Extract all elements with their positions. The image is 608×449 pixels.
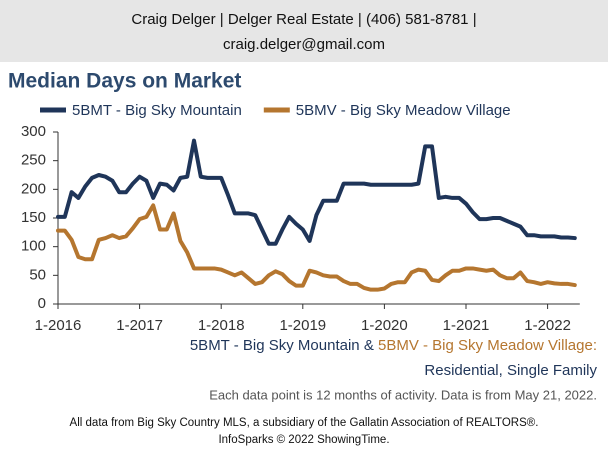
x-tick-label: 1-2017 bbox=[116, 317, 163, 334]
subtitle-line: Residential, Single Family bbox=[424, 362, 597, 379]
y-tick-label: 50 bbox=[29, 266, 46, 283]
y-tick-label: 200 bbox=[21, 180, 46, 197]
y-tick-label: 0 bbox=[38, 295, 46, 312]
legend-label: 5BMV - Big Sky Meadow Village bbox=[296, 102, 511, 119]
legend-label: 5BMT - Big Sky Mountain bbox=[72, 102, 242, 119]
footer-line: All data from Big Sky Country MLS, a sub… bbox=[70, 417, 539, 429]
x-tick-label: 1-2018 bbox=[198, 317, 245, 334]
note: Each data point is 12 months of activity… bbox=[209, 387, 597, 402]
series-line bbox=[56, 203, 577, 292]
subtitle-part: & bbox=[364, 337, 374, 354]
footer-line: InfoSparks © 2022 ShowingTime. bbox=[218, 434, 389, 446]
series-line bbox=[56, 138, 577, 246]
y-tick-label: 250 bbox=[21, 152, 46, 169]
subtitle-part: 5BMT - Big Sky Mountain bbox=[190, 337, 360, 354]
x-tick-label: 1-2016 bbox=[35, 317, 82, 334]
subtitle-part: 5BMV - Big Sky Meadow Village: bbox=[378, 337, 597, 354]
header-line: craig.delger@gmail.com bbox=[223, 36, 385, 53]
x-tick-label: 1-2019 bbox=[279, 317, 326, 334]
y-tick-label: 300 bbox=[21, 123, 46, 140]
x-tick-label: 1-2021 bbox=[443, 317, 490, 334]
y-tick-label: 150 bbox=[21, 209, 46, 226]
chart-title: Median Days on Market bbox=[8, 70, 241, 93]
header-line: Craig Delger | Delger Real Estate | (406… bbox=[131, 11, 476, 28]
y-tick-label: 100 bbox=[21, 238, 46, 255]
subtitle: 5BMT - Big Sky Mountain & 5BMV - Big Sky… bbox=[190, 337, 597, 354]
x-tick-label: 1-2020 bbox=[361, 317, 408, 334]
x-tick-label: 1-2022 bbox=[524, 317, 571, 334]
header-box bbox=[0, 0, 608, 62]
